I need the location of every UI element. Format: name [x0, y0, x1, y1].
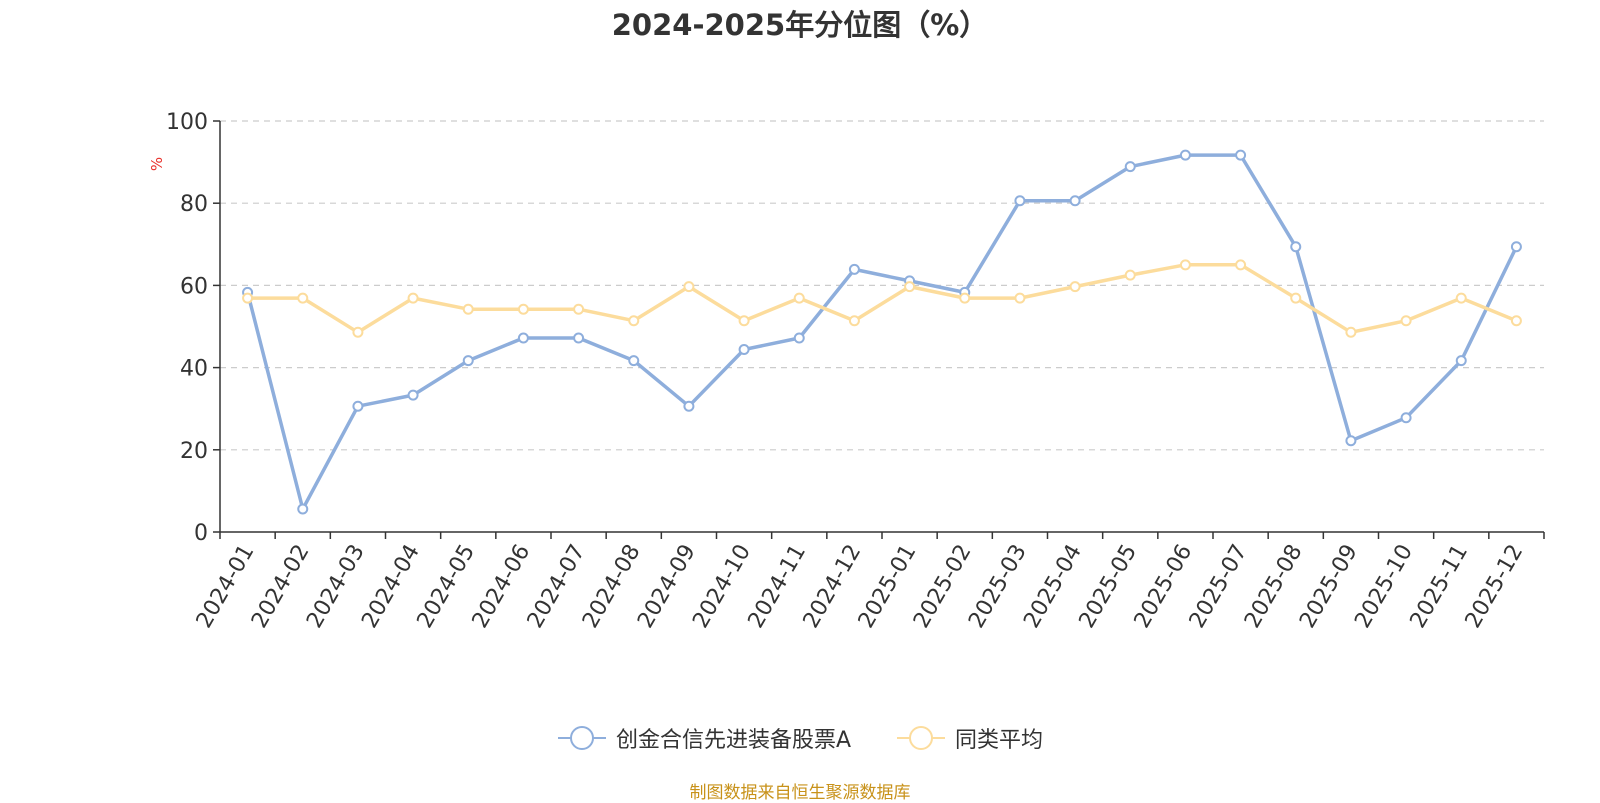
series-1-point[interactable] [407, 292, 419, 304]
series-0-point[interactable] [407, 389, 419, 401]
series-0-point[interactable] [352, 400, 364, 412]
series-0-point[interactable] [1235, 149, 1247, 161]
series-line-1 [247, 263, 1518, 335]
y-tick-label: 40 [180, 357, 208, 382]
chart-title: 2024-2025年分位图（%） [611, 8, 989, 42]
series-0-point[interactable] [1510, 241, 1522, 253]
series-0-point[interactable] [738, 344, 750, 356]
series-0-point[interactable] [1124, 161, 1136, 173]
series-1-point[interactable] [1235, 259, 1247, 271]
series-1-point[interactable] [1345, 326, 1357, 338]
series-0-point[interactable] [1290, 241, 1302, 253]
series-1-point[interactable] [1069, 281, 1081, 293]
legend-item-fund[interactable]: 创金合信先进装备股票A [556, 722, 851, 754]
series-1-point[interactable] [683, 281, 695, 293]
y-tick-label: 100 [166, 110, 208, 135]
series-0-point[interactable] [848, 263, 860, 275]
data-source-note: 制图数据来自恒生聚源数据库 [689, 783, 911, 803]
series-1-point[interactable] [517, 303, 529, 315]
series-1-point[interactable] [1124, 269, 1136, 281]
series-1-point[interactable] [352, 326, 364, 338]
legend-average-marker-icon [897, 726, 945, 750]
grid-lines [220, 120, 1544, 451]
series-1-point[interactable] [1179, 259, 1191, 271]
series-line-0 [245, 153, 1518, 511]
series-1-point[interactable] [848, 315, 860, 327]
legend-fund-label: 创金合信先进装备股票A [616, 728, 852, 753]
series-1-point[interactable] [738, 315, 750, 327]
y-axis-label: % [148, 157, 166, 171]
series-1-point[interactable] [628, 315, 640, 327]
series-1-point[interactable] [959, 292, 971, 304]
series-1-point[interactable] [1400, 315, 1412, 327]
series-1-point[interactable] [904, 281, 916, 293]
series-0-point[interactable] [683, 400, 695, 412]
series-lines [242, 149, 1522, 515]
series-1-point[interactable] [1014, 292, 1026, 304]
series-1-point[interactable] [1290, 292, 1302, 304]
legend-item-average[interactable]: 同类平均 [895, 722, 1043, 754]
series-0-point[interactable] [1069, 195, 1081, 207]
series-0-point[interactable] [1179, 149, 1191, 161]
legend-fund-marker-icon [558, 726, 606, 750]
series-0-point[interactable] [573, 332, 585, 344]
series-0-point[interactable] [628, 355, 640, 367]
series-1-point[interactable] [1455, 292, 1467, 304]
series-0-point[interactable] [1400, 412, 1412, 424]
series-1-point[interactable] [1510, 315, 1522, 327]
series-0-point[interactable] [517, 332, 529, 344]
series-1-point[interactable] [242, 292, 254, 304]
series-0-point[interactable] [1455, 355, 1467, 367]
y-tick-label: 20 [180, 439, 208, 464]
axes: 020406080100%2024-012024-022024-032024-0… [148, 110, 1545, 632]
y-tick-label: 0 [194, 521, 208, 546]
series-1-point[interactable] [573, 303, 585, 315]
y-tick-label: 60 [180, 274, 208, 299]
series-0-point[interactable] [1014, 195, 1026, 207]
series-1-point[interactable] [462, 303, 474, 315]
series-0-point[interactable] [793, 332, 805, 344]
series-0-point[interactable] [1345, 435, 1357, 447]
y-tick-label: 80 [180, 192, 208, 217]
legend-average-label: 同类平均 [955, 728, 1044, 753]
series-1-point[interactable] [793, 292, 805, 304]
series-0-point[interactable] [297, 503, 309, 515]
series-1-point[interactable] [297, 292, 309, 304]
series-0-point[interactable] [462, 355, 474, 367]
